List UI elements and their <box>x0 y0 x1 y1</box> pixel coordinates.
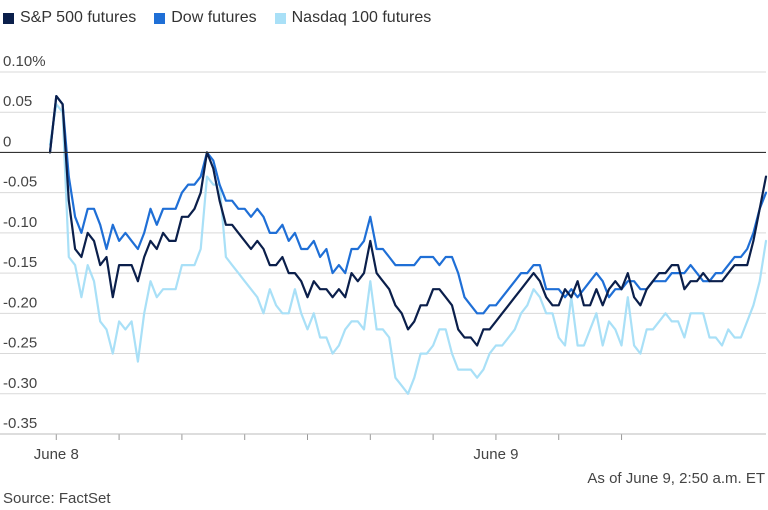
legend-item-dow: Dow futures <box>154 9 257 27</box>
legend-label-nasdaq: Nasdaq 100 futures <box>291 9 432 26</box>
y-tick-label: 0.05 <box>3 93 32 110</box>
legend-label-sp500: S&P 500 futures <box>20 9 137 26</box>
legend-item-nasdaq: Nasdaq 100 futures <box>274 9 432 27</box>
y-tick-label: 0.10% <box>3 53 46 70</box>
line-chart: 0.10% 0.05 0 -0.05 -0.10 -0.15 -0.20 -0.25 -0.30… <box>0 53 768 463</box>
y-tick-label: 0 <box>3 133 11 150</box>
series-line-nasdaq-100-futures <box>48 103 768 395</box>
legend-item-sp500: S&P 500 futures <box>3 9 136 27</box>
y-tick-label: -0.20 <box>3 294 37 311</box>
y-tick-label: -0.10 <box>3 214 37 231</box>
legend-swatch-sp500 <box>3 12 14 24</box>
x-tick-label: June 8 <box>34 446 79 463</box>
series-line-dow-futures <box>48 94 768 315</box>
legend: S&P 500 futures Dow futures Nasdaq 100 f… <box>3 9 431 27</box>
as-of-note: As of June 9, 2:50 a.m. ET <box>587 470 765 487</box>
y-tick-label: -0.30 <box>3 375 37 392</box>
legend-label-dow: Dow futures <box>171 9 257 26</box>
series-line-s-p-500-futures <box>48 94 768 347</box>
x-tick-label: June 9 <box>473 446 518 463</box>
y-tick-label: -0.15 <box>3 254 37 271</box>
legend-swatch-dow <box>154 12 166 24</box>
y-tick-label: -0.05 <box>3 174 37 191</box>
legend-swatch-nasdaq <box>274 12 286 24</box>
y-tick-label: -0.25 <box>3 335 37 352</box>
y-tick-label: -0.35 <box>3 415 37 432</box>
source-note: Source: FactSet <box>3 490 111 507</box>
